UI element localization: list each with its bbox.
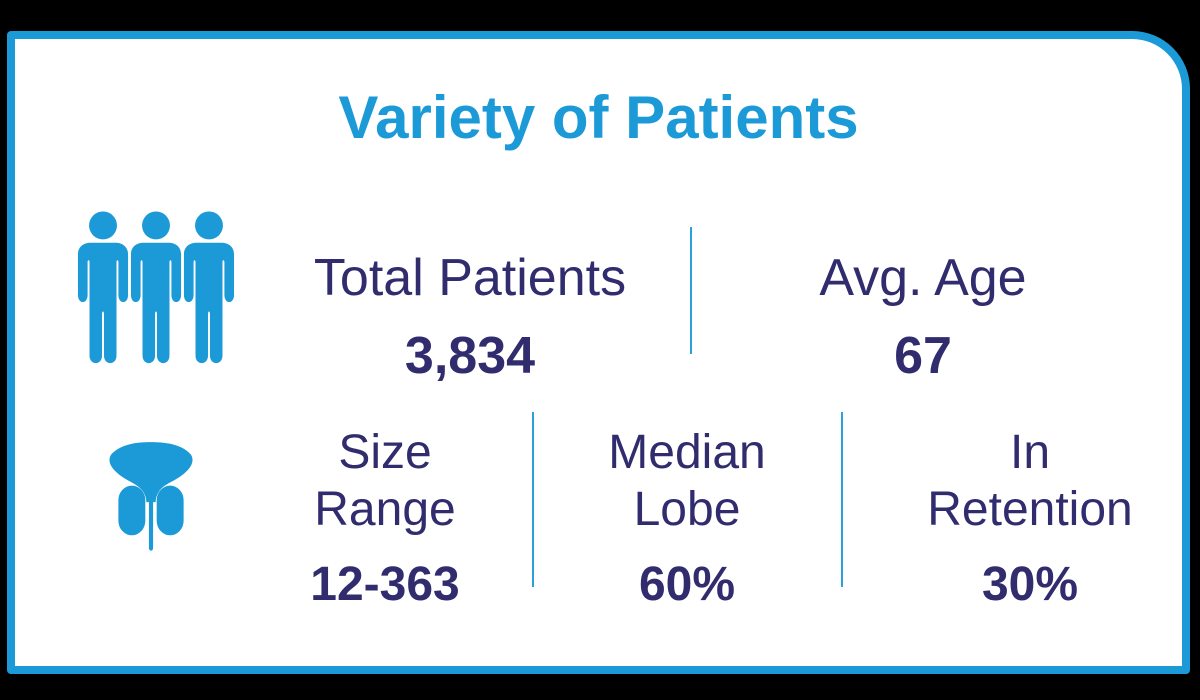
- stat-label: Size Range: [314, 426, 456, 536]
- stat-value: 60%: [638, 558, 736, 611]
- stat-median-lobe: Median Lobe 60%: [608, 406, 765, 631]
- stat-avg-age: Avg. Age 67: [819, 230, 1026, 404]
- divider: [532, 412, 534, 587]
- stat-label: Avg. Age: [819, 249, 1027, 307]
- stat-label: Total Patients: [313, 249, 627, 307]
- stat-value: 3,834: [404, 327, 536, 385]
- stat-in-retention: In Retention 30%: [927, 406, 1132, 631]
- stat-label: In Retention: [927, 426, 1133, 536]
- divider: [690, 227, 692, 354]
- variety-of-patients-card: Variety of Patients Total Patients 3,834…: [7, 31, 1190, 674]
- stat-label: Median Lobe: [608, 426, 766, 536]
- stat-value: 30%: [981, 558, 1079, 611]
- stat-value: 67: [894, 327, 952, 385]
- divider: [841, 412, 843, 587]
- stat-value: 12-363: [310, 558, 460, 611]
- stat-size-range: Size Range 12-363: [310, 406, 459, 631]
- prostate-icon: [109, 442, 193, 551]
- card-title: Variety of Patients: [338, 84, 859, 151]
- people-group-icon: [77, 211, 235, 364]
- stat-total-patients: Total Patients 3,834: [314, 230, 626, 404]
